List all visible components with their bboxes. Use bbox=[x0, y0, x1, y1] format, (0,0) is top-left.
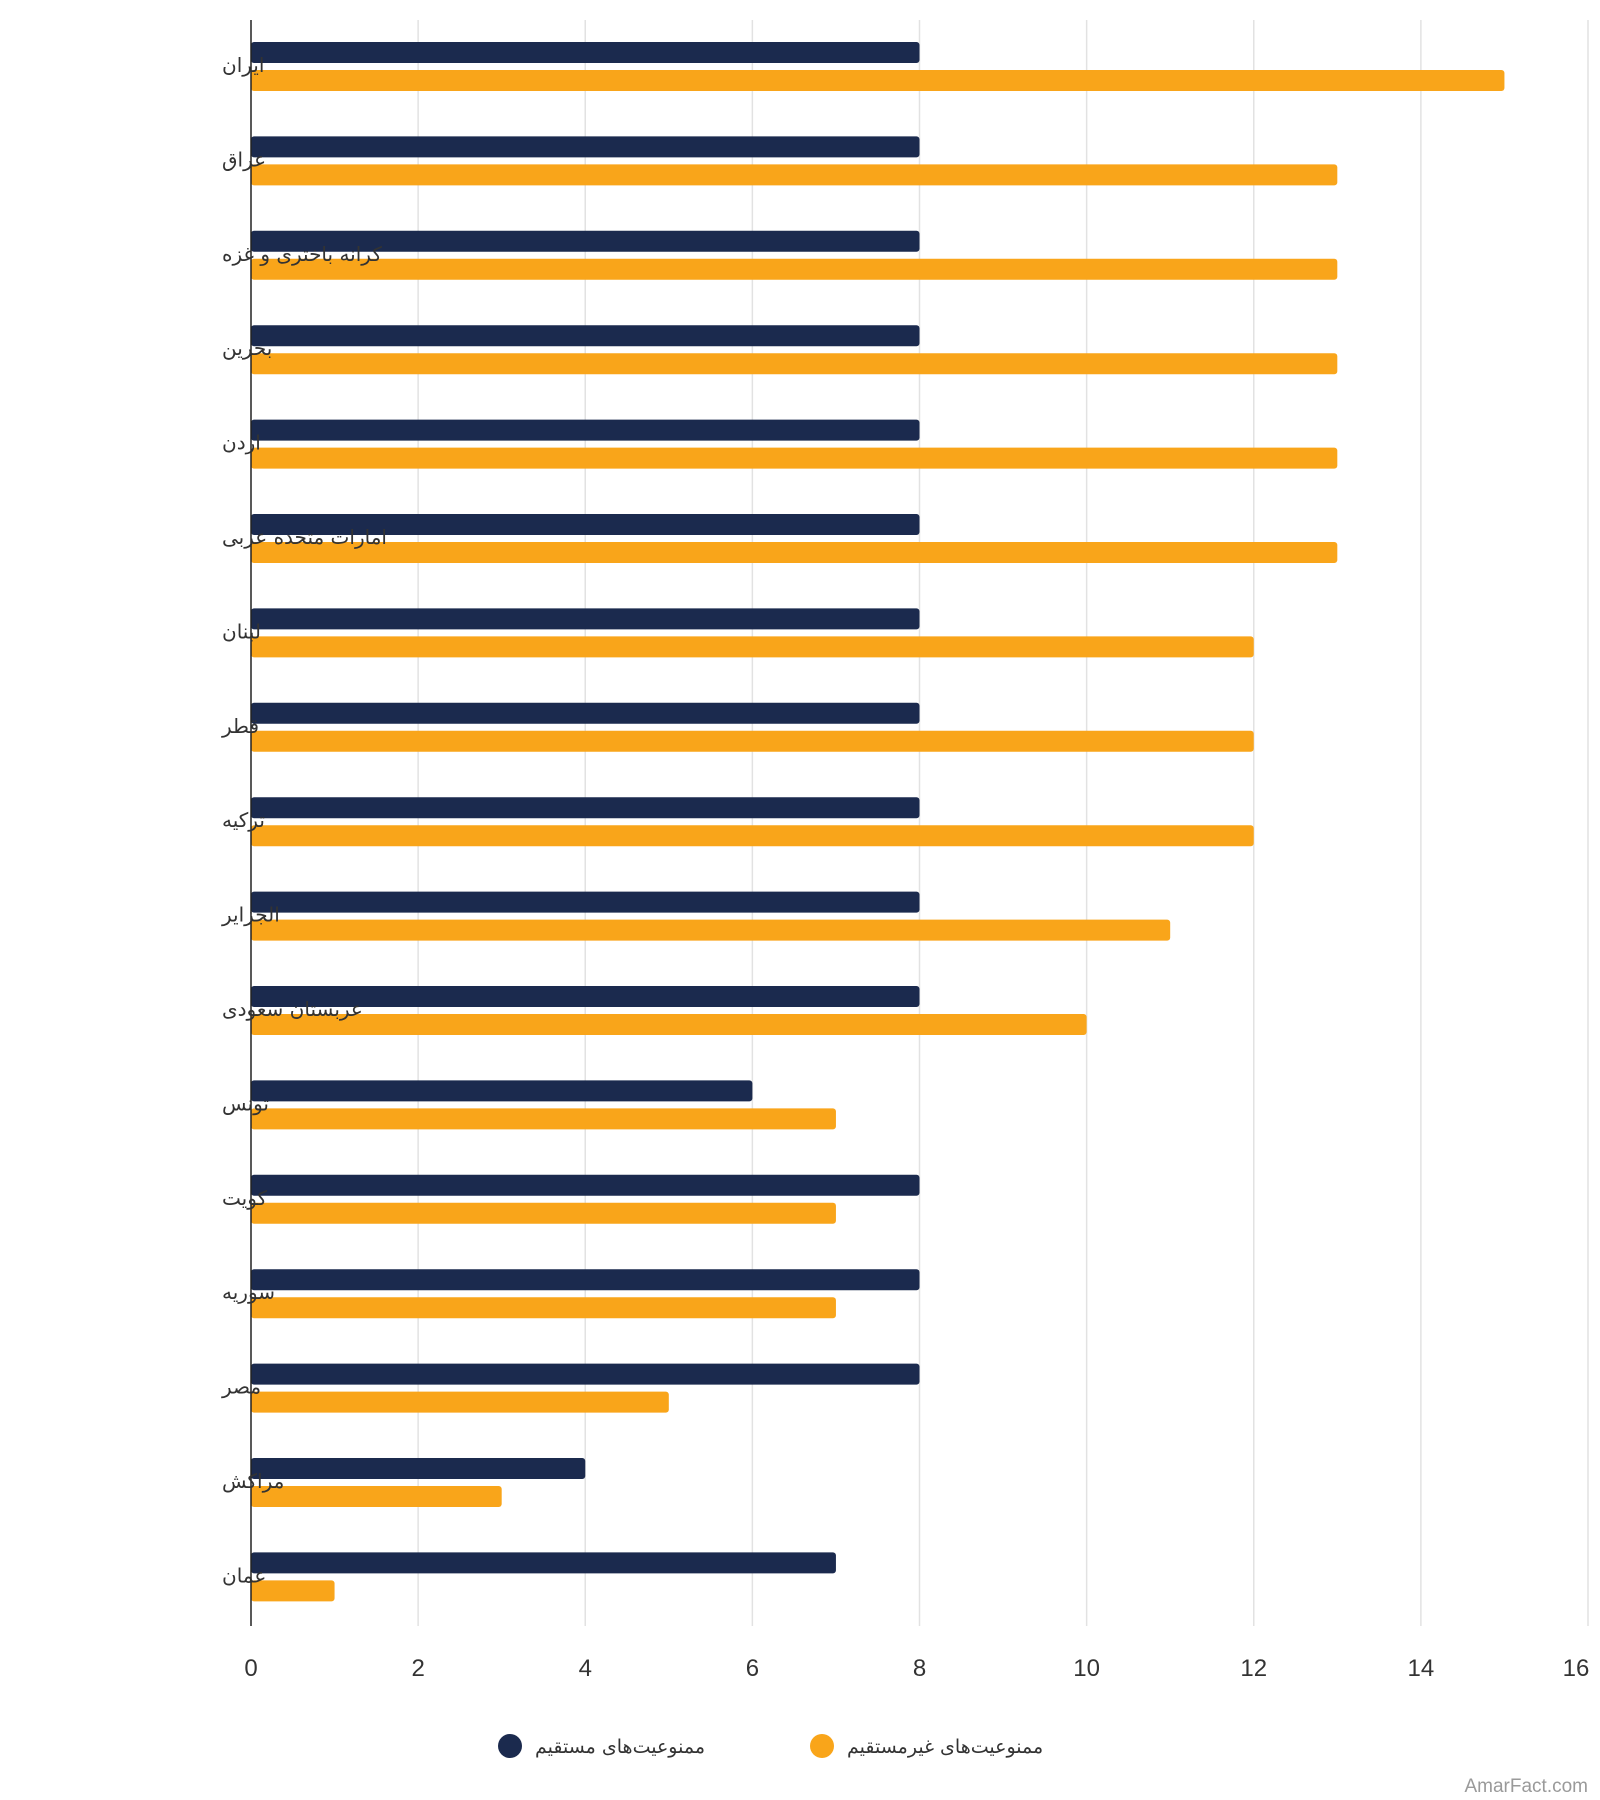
legend-marker-indirect bbox=[810, 1734, 834, 1758]
bar-direct bbox=[251, 891, 920, 913]
bar-indirect bbox=[251, 825, 1254, 847]
bar-indirect bbox=[251, 1486, 502, 1507]
x-tick-label: 10 bbox=[1073, 1655, 1100, 1682]
bar-indirect bbox=[251, 542, 1338, 563]
bar-indirect bbox=[251, 1297, 836, 1319]
bar-direct bbox=[251, 136, 920, 158]
category-label: مراکش bbox=[222, 1469, 284, 1493]
category-label: سوریه bbox=[222, 1280, 275, 1304]
legend-label-indirect: ممنوعیت‌های غیرمستقیم bbox=[847, 1736, 1043, 1758]
legend-marker-direct bbox=[498, 1734, 522, 1758]
category-label: لبنان bbox=[222, 619, 261, 643]
category-label: اردن bbox=[222, 431, 261, 455]
bar-indirect bbox=[251, 1580, 335, 1602]
labels-layer: ایران عراق کرانه باختری و غزه بحرین اردن امار… bbox=[221, 53, 387, 1587]
bar-direct bbox=[251, 1174, 920, 1196]
bar-direct bbox=[251, 230, 920, 252]
category-label: تونس bbox=[222, 1091, 269, 1115]
x-tick-label: 8 bbox=[913, 1655, 926, 1682]
category-label: مصر bbox=[221, 1375, 261, 1399]
x-tick-label: 0 bbox=[244, 1655, 257, 1682]
bar-direct bbox=[251, 608, 920, 630]
bar-direct bbox=[251, 1458, 586, 1479]
bar-direct bbox=[251, 797, 920, 819]
bar-direct bbox=[251, 702, 920, 724]
category-label: بحرین bbox=[222, 336, 272, 360]
category-label: ترکیه bbox=[222, 808, 265, 832]
bar-indirect bbox=[251, 258, 1338, 280]
bar-indirect bbox=[251, 353, 1338, 375]
category-label: ایران bbox=[222, 53, 264, 77]
bar-direct bbox=[251, 1080, 753, 1102]
bar-direct bbox=[251, 42, 920, 63]
ticks-layer: 0 2 4 6 8 10 12 14 16 bbox=[244, 1655, 1589, 1682]
category-label: عربستان سعودی bbox=[222, 997, 363, 1021]
bar-direct bbox=[251, 1552, 836, 1574]
category-label: الجزایر bbox=[221, 903, 280, 927]
x-tick-label: 12 bbox=[1240, 1655, 1267, 1682]
category-label: عمان bbox=[222, 1563, 266, 1587]
x-tick-label: 16 bbox=[1563, 1655, 1590, 1682]
bar-indirect bbox=[251, 1202, 836, 1224]
x-tick-label: 14 bbox=[1408, 1655, 1435, 1682]
bar-indirect bbox=[251, 447, 1338, 469]
bar-indirect bbox=[251, 1108, 836, 1130]
bars-layer bbox=[251, 42, 1505, 1602]
legend: ممنوعیت‌های مستقیم ممنوعیت‌های غیرمستقیم bbox=[498, 1734, 1043, 1758]
bar-direct bbox=[251, 419, 920, 441]
grid-layer bbox=[417, 20, 1589, 1626]
bar-direct bbox=[251, 1269, 920, 1291]
bar-indirect bbox=[251, 70, 1505, 91]
bar-direct bbox=[251, 325, 920, 347]
x-tick-label: 2 bbox=[411, 1655, 424, 1682]
bar-indirect bbox=[251, 919, 1171, 941]
category-label: قطر bbox=[221, 714, 259, 738]
bar-direct bbox=[251, 1363, 920, 1385]
category-label: عراق bbox=[222, 147, 266, 171]
category-label: امارات متحده عربی bbox=[222, 525, 387, 549]
bar-indirect bbox=[251, 1391, 669, 1413]
bar-direct bbox=[251, 986, 920, 1007]
category-label: کرانه باختری و غزه bbox=[222, 242, 382, 266]
bar-indirect bbox=[251, 164, 1338, 186]
x-tick-label: 4 bbox=[579, 1655, 592, 1682]
x-tick-label: 6 bbox=[746, 1655, 759, 1682]
watermark: AmarFact.com bbox=[1464, 1776, 1588, 1797]
bar-indirect bbox=[251, 636, 1254, 658]
bar-indirect bbox=[251, 730, 1254, 752]
legend-label-direct: ممنوعیت‌های مستقیم bbox=[535, 1736, 705, 1758]
category-label: کویت bbox=[222, 1186, 268, 1210]
bar-indirect bbox=[251, 1014, 1087, 1035]
bar-direct bbox=[251, 514, 920, 535]
